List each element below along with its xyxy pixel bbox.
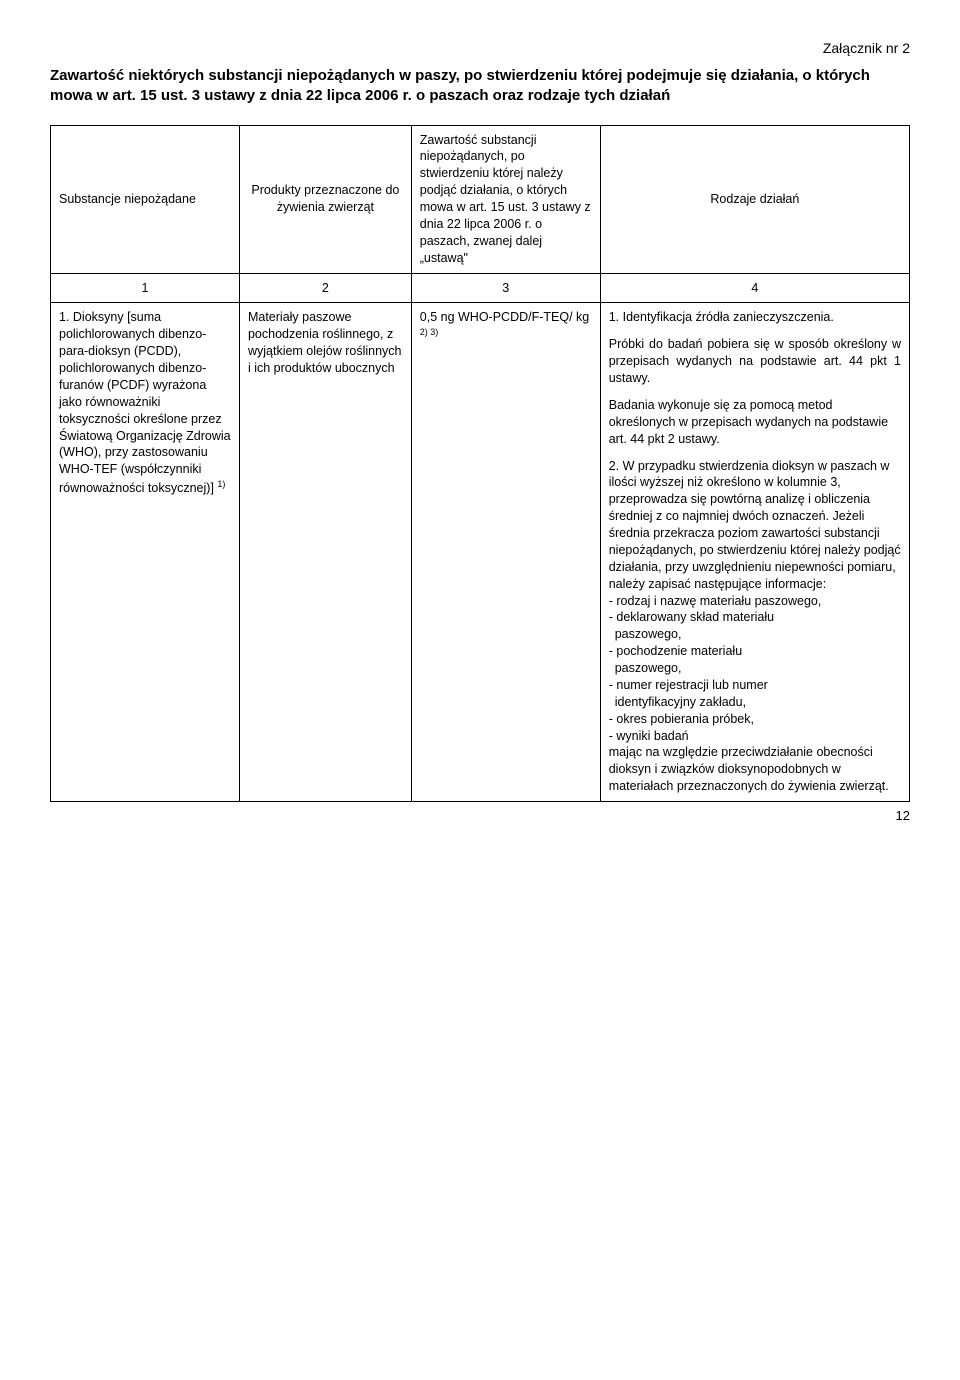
action-li2a: - deklarowany skład materiału [609,609,901,626]
content-footnote: 2) 3) [420,327,439,337]
action-tail: mając na względzie przeciwdziałanie obec… [609,744,901,795]
action-1-lead: 1. Identyfikacja źródła zanieczyszczenia… [609,309,901,326]
main-table: Substancje niepożądane Produkty przeznac… [50,125,910,803]
attachment-label: Załącznik nr 2 [50,40,910,56]
header-cell-4: Rodzaje działań [600,125,909,273]
substance-footnote: 1) [217,479,225,489]
substance-text: 1. Dioksyny [suma polichlorowanych diben… [59,310,231,495]
action-li3b: paszowego, [615,660,901,677]
action-1b: Badania wykonuje się za pomocą metod okr… [609,397,901,448]
action-li2b: paszowego, [615,626,901,643]
page-number: 12 [50,808,910,823]
action-2: 2. W przypadku stwierdzenia dioksyn w pa… [609,458,901,593]
action-li3a: - pochodzenie materiału [609,643,901,660]
action-li4a: - numer rejestracji lub numer [609,677,901,694]
table-number-row: 1 2 3 4 [51,273,910,303]
header-cell-3: Zawartość substancji niepożądanych, po s… [411,125,600,273]
action-li6: - wyniki badań [609,728,901,745]
cell-products: Materiały paszowe pochodzenia roślinnego… [239,303,411,802]
action-li4b: identyfikacyjny zakładu, [615,694,901,711]
document-title: Zawartość niektórych substancji niepożąd… [50,66,910,107]
action-li1: - rodzaj i nazwę materiału paszowego, [609,593,901,610]
num-cell-3: 3 [411,273,600,303]
content-text: 0,5 ng WHO-PCDD/F-TEQ/ kg [420,310,589,324]
table-header-row: Substancje niepożądane Produkty przeznac… [51,125,910,273]
cell-actions: 1. Identyfikacja źródła zanieczyszczenia… [600,303,909,802]
header-cell-2: Produkty przeznaczone do żywienia zwierz… [239,125,411,273]
cell-content: 0,5 ng WHO-PCDD/F-TEQ/ kg 2) 3) [411,303,600,802]
table-row: 1. Dioksyny [suma polichlorowanych diben… [51,303,910,802]
num-cell-1: 1 [51,273,240,303]
cell-substance: 1. Dioksyny [suma polichlorowanych diben… [51,303,240,802]
header-cell-1: Substancje niepożądane [51,125,240,273]
num-cell-2: 2 [239,273,411,303]
action-li5: - okres pobierania próbek, [609,711,901,728]
action-1a: Próbki do badań pobiera się w sposób okr… [609,336,901,387]
num-cell-4: 4 [600,273,909,303]
